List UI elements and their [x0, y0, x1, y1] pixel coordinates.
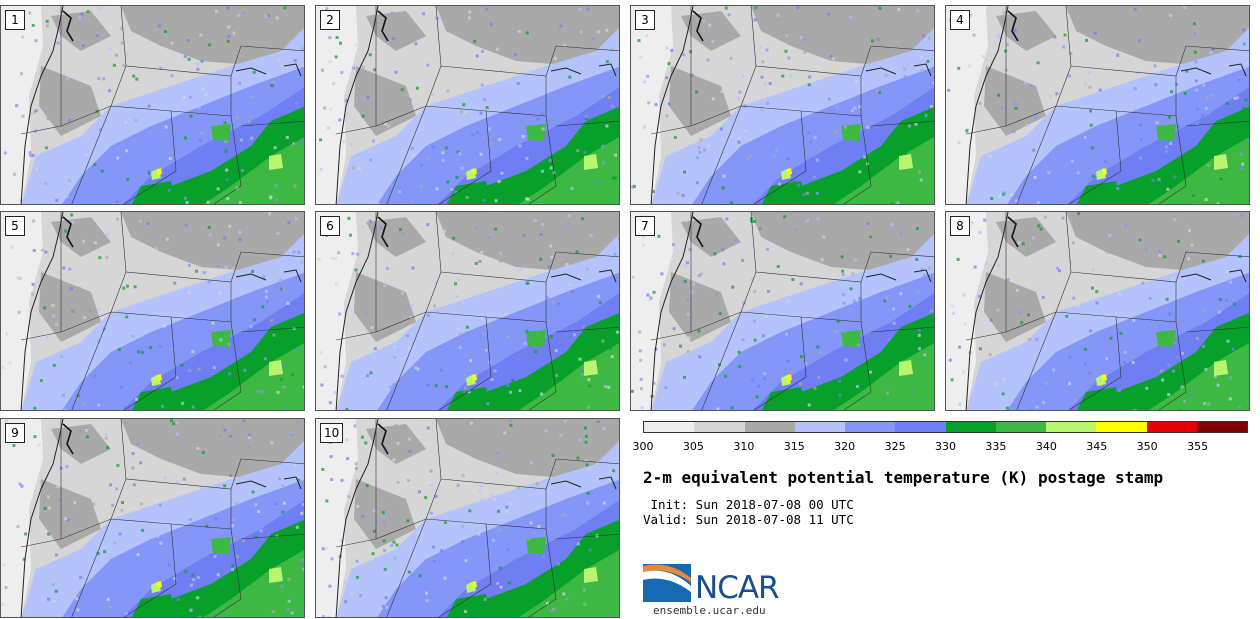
map-panel-9[interactable]: 9 [0, 418, 305, 618]
logo-text: NCAR [695, 570, 780, 606]
colorbar-segment [1046, 422, 1097, 432]
colorbar-segment [744, 422, 795, 432]
colorbar-segment [845, 422, 896, 432]
map-image [316, 419, 619, 617]
map-panel-10[interactable]: 10 [315, 418, 620, 618]
logo-url[interactable]: ensemble.ucar.edu [653, 604, 766, 617]
page-title: 2-m equivalent potential temperature (K)… [643, 468, 1164, 487]
map-panel-5[interactable]: 5 [0, 211, 305, 411]
panel-label: 9 [5, 423, 25, 443]
map-image [316, 212, 619, 410]
colorbar-tick-label: 340 [1035, 440, 1057, 453]
map-panel-7[interactable]: 7 [630, 211, 935, 411]
colorbar-segment [794, 422, 845, 432]
panel-label: 1 [5, 10, 25, 30]
colorbar-segment [995, 422, 1046, 432]
colorbar-tick-label: 355 [1187, 440, 1209, 453]
map-image [1, 419, 304, 617]
ncar-logo[interactable]: NCAR [643, 562, 803, 607]
map-image [631, 6, 934, 204]
colorbar-segment [945, 422, 996, 432]
colorbar-segment [1096, 422, 1147, 432]
map-panel-3[interactable]: 3 [630, 5, 935, 205]
map-image [1, 6, 304, 204]
panel-label: 3 [635, 10, 655, 30]
colorbar-tick-label: 335 [985, 440, 1007, 453]
colorbar-tick-label: 310 [733, 440, 755, 453]
colorbar [643, 421, 1248, 433]
colorbar-tick-label: 300 [632, 440, 654, 453]
map-panel-1[interactable]: 1 [0, 5, 305, 205]
map-panel-2[interactable]: 2 [315, 5, 620, 205]
map-image [631, 212, 934, 410]
panel-label: 10 [320, 423, 344, 443]
colorbar-ticks: 300 305 310 315 320 325 330 335 340 345 350 355 [633, 440, 1248, 454]
colorbar-segment [895, 422, 946, 432]
map-image [316, 6, 619, 204]
panel-label: 8 [950, 216, 970, 236]
colorbar-segment [644, 422, 695, 432]
map-panel-4[interactable]: 4 [945, 5, 1250, 205]
map-panel-6[interactable]: 6 [315, 211, 620, 411]
valid-time: Valid: Sun 2018-07-08 11 UTC [643, 512, 854, 527]
map-panel-8[interactable]: 8 [945, 211, 1250, 411]
colorbar-tick-label: 315 [783, 440, 805, 453]
panel-label: 7 [635, 216, 655, 236]
colorbar-tick-label: 330 [935, 440, 956, 453]
colorbar-tick-label: 320 [834, 440, 856, 453]
init-time: Init: Sun 2018-07-08 00 UTC [643, 497, 854, 512]
panel-label: 6 [320, 216, 340, 236]
colorbar-tick-label: 350 [1136, 440, 1158, 453]
map-image [1, 212, 304, 410]
colorbar-segment [694, 422, 745, 432]
colorbar-segment [1146, 422, 1197, 432]
map-image [946, 212, 1249, 410]
colorbar-tick-label: 325 [884, 440, 906, 453]
map-image [946, 6, 1249, 204]
panel-label: 5 [5, 216, 25, 236]
colorbar-segment [1196, 422, 1247, 432]
colorbar-tick-label: 345 [1086, 440, 1108, 453]
panel-label: 4 [950, 10, 970, 30]
panel-label: 2 [320, 10, 340, 30]
ncar-swoosh-icon [643, 564, 691, 602]
colorbar-tick-label: 305 [682, 440, 704, 453]
